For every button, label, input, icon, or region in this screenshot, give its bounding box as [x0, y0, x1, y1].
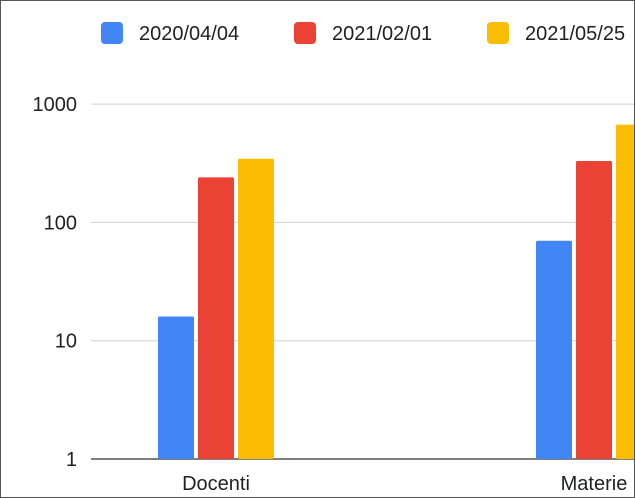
- y-tick-label: 100: [44, 212, 77, 234]
- legend-label: 2021/02/01: [332, 23, 432, 45]
- x-category-label: Materie: [561, 473, 628, 495]
- legend-swatch: [487, 22, 509, 44]
- legend-label: 2021/05/25: [525, 23, 625, 45]
- bar-materie-2: [576, 161, 612, 459]
- y-tick-label: 1000: [33, 94, 78, 116]
- bars: [158, 124, 634, 459]
- bar-docenti-2: [198, 177, 234, 459]
- y-tick-label: 10: [55, 331, 77, 353]
- bar-materie-1: [536, 240, 572, 459]
- legend-swatch: [101, 22, 123, 44]
- legend-label: 2020/04/04: [139, 23, 239, 45]
- x-category-label: Docenti: [182, 473, 250, 495]
- bar-docenti-3: [238, 158, 274, 459]
- y-tick-label: 1: [66, 449, 77, 471]
- legend: 2020/04/04 2021/02/01 2021/05/25: [101, 22, 625, 45]
- legend-swatch: [294, 22, 316, 44]
- x-axis-category-labels: DocentiMaterieEsami: [182, 473, 628, 495]
- bar-materie-3: [616, 124, 634, 459]
- y-axis-tick-labels: 1 10 100 1000: [33, 94, 78, 471]
- bar-docenti-1: [158, 316, 194, 459]
